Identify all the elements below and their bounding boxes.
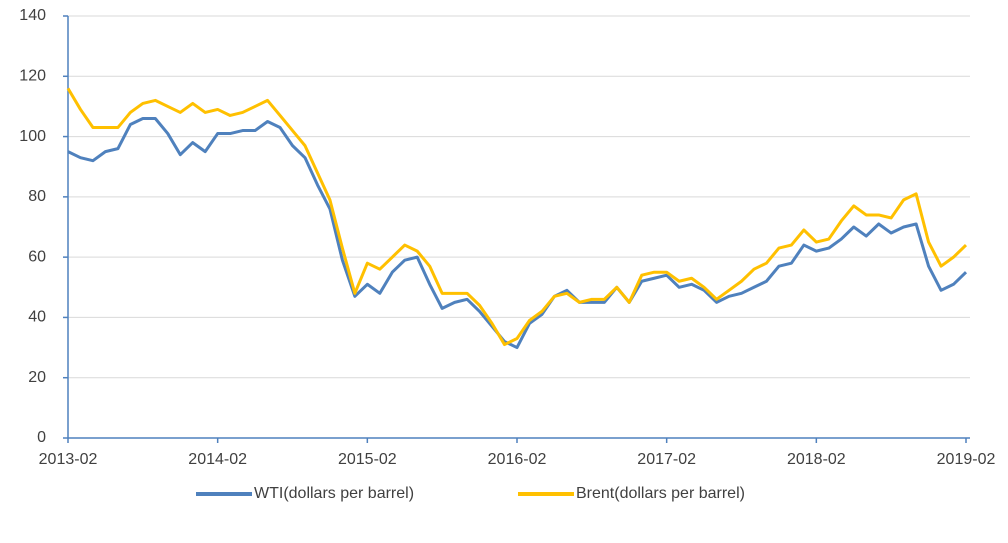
y-tick-label: 40 bbox=[28, 309, 46, 326]
x-tick-label: 2019-02 bbox=[937, 451, 996, 468]
y-tick-label: 120 bbox=[19, 68, 46, 85]
line bbox=[67, 116, 968, 350]
y-tick-label: 80 bbox=[28, 188, 46, 205]
y-tick-label: 140 bbox=[19, 7, 46, 24]
y-tick-label: 0 bbox=[37, 429, 46, 446]
x-tick-label: 2014-02 bbox=[188, 451, 247, 468]
x-tick-label: 2018-02 bbox=[787, 451, 846, 468]
legend-label: WTI(dollars per barrel) bbox=[254, 485, 414, 502]
legend-label: Brent(dollars per barrel) bbox=[576, 485, 745, 502]
y-tick-label: 20 bbox=[28, 369, 46, 386]
x-tick-label: 2016-02 bbox=[488, 451, 547, 468]
x-tick-label: 2017-02 bbox=[637, 451, 696, 468]
y-tick-label: 60 bbox=[28, 248, 46, 265]
x-tick-label: 2013-02 bbox=[39, 451, 98, 468]
line bbox=[66, 87, 968, 347]
x-tick-label: 2015-02 bbox=[338, 451, 397, 468]
y-tick-label: 100 bbox=[19, 128, 46, 145]
